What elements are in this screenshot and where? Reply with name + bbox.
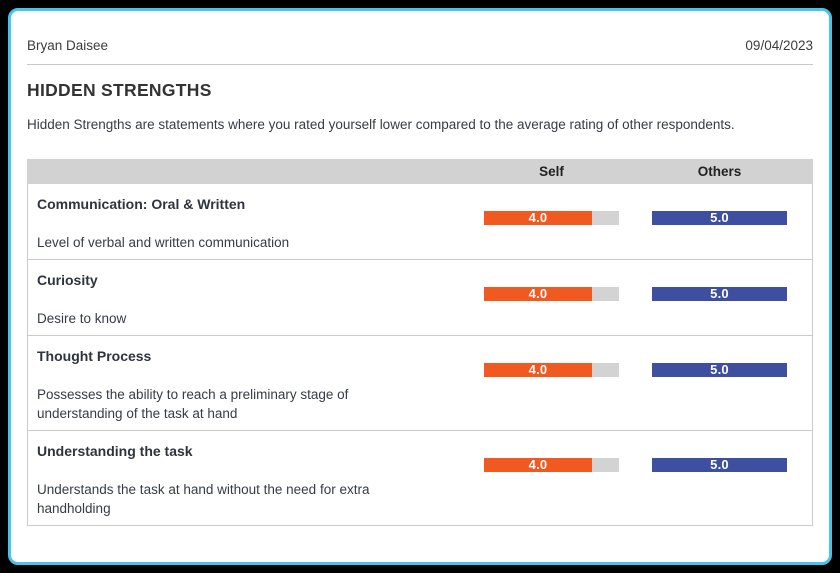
self-rating-fill: 4.0 xyxy=(484,287,592,301)
table-row: Communication: Oral & Written Level of v… xyxy=(28,184,812,260)
others-rating-fill: 5.0 xyxy=(652,287,787,301)
self-rating-value: 4.0 xyxy=(528,286,548,301)
table-body: Communication: Oral & Written Level of v… xyxy=(27,184,813,526)
self-rating-cell: 4.0 xyxy=(484,211,619,225)
competency-text: Understanding the task Understands the t… xyxy=(37,443,484,518)
others-rating-fill: 5.0 xyxy=(652,458,787,472)
page-title: HIDDEN STRENGTHS xyxy=(27,80,212,100)
report-meta: Bryan Daisee 09/04/2023 xyxy=(27,11,813,53)
others-rating-value: 5.0 xyxy=(710,457,729,472)
competency-description: Possesses the ability to reach a prelimi… xyxy=(37,387,349,421)
others-rating-bar: 5.0 xyxy=(652,363,787,377)
others-rating-value: 5.0 xyxy=(710,210,729,225)
self-rating-fill: 4.0 xyxy=(484,211,592,225)
subject-name: Bryan Daisee xyxy=(27,38,109,53)
competency-description: Level of verbal and written communicatio… xyxy=(37,235,290,250)
others-rating-cell: 5.0 xyxy=(652,211,787,225)
others-rating-bar: 5.0 xyxy=(652,287,787,301)
others-rating-value: 5.0 xyxy=(710,362,729,377)
self-rating-cell: 4.0 xyxy=(484,458,619,472)
self-rating-bar: 4.0 xyxy=(484,458,619,472)
competency-title: Understanding the task xyxy=(37,443,193,459)
others-rating-cell: 5.0 xyxy=(652,363,787,377)
report-date: 09/04/2023 xyxy=(745,38,813,53)
self-rating-cell: 4.0 xyxy=(484,287,619,301)
ratings-table: Self Others Communication: Oral & Writte… xyxy=(27,159,813,526)
others-rating-bar: 5.0 xyxy=(652,458,787,472)
report-card: Bryan Daisee 09/04/2023 HIDDEN STRENGTHS… xyxy=(8,8,832,565)
competency-text: Communication: Oral & Written Level of v… xyxy=(37,196,484,252)
self-rating-fill: 4.0 xyxy=(484,363,592,377)
header-divider xyxy=(27,64,813,65)
column-header-self: Self xyxy=(539,164,564,179)
self-rating-value: 4.0 xyxy=(528,457,548,472)
competency-title: Thought Process xyxy=(37,348,152,364)
competency-text: Thought Process Possesses the ability to… xyxy=(37,348,484,423)
competency-title: Communication: Oral & Written xyxy=(37,196,246,212)
others-rating-bar: 5.0 xyxy=(652,211,787,225)
column-header-others: Others xyxy=(697,164,742,179)
self-rating-bar: 4.0 xyxy=(484,363,619,377)
self-rating-bar: 4.0 xyxy=(484,287,619,301)
others-rating-cell: 5.0 xyxy=(652,287,787,301)
competency-description: Desire to know xyxy=(37,311,127,326)
table-row: Understanding the task Understands the t… xyxy=(28,431,812,526)
self-rating-cell: 4.0 xyxy=(484,363,619,377)
competency-text: Curiosity Desire to know xyxy=(37,272,484,328)
page-description: Hidden Strengths are statements where yo… xyxy=(27,117,735,132)
self-rating-value: 4.0 xyxy=(528,210,548,225)
table-row: Thought Process Possesses the ability to… xyxy=(28,336,812,431)
table-row: Curiosity Desire to know 4.0 5.0 xyxy=(28,260,812,336)
others-rating-fill: 5.0 xyxy=(652,363,787,377)
others-rating-value: 5.0 xyxy=(710,286,729,301)
competency-title: Curiosity xyxy=(37,272,98,288)
others-rating-cell: 5.0 xyxy=(652,458,787,472)
others-rating-fill: 5.0 xyxy=(652,211,787,225)
self-rating-value: 4.0 xyxy=(528,362,548,377)
competency-description: Understands the task at hand without the… xyxy=(37,482,370,516)
table-header: Self Others xyxy=(27,159,813,184)
self-rating-fill: 4.0 xyxy=(484,458,592,472)
self-rating-bar: 4.0 xyxy=(484,211,619,225)
